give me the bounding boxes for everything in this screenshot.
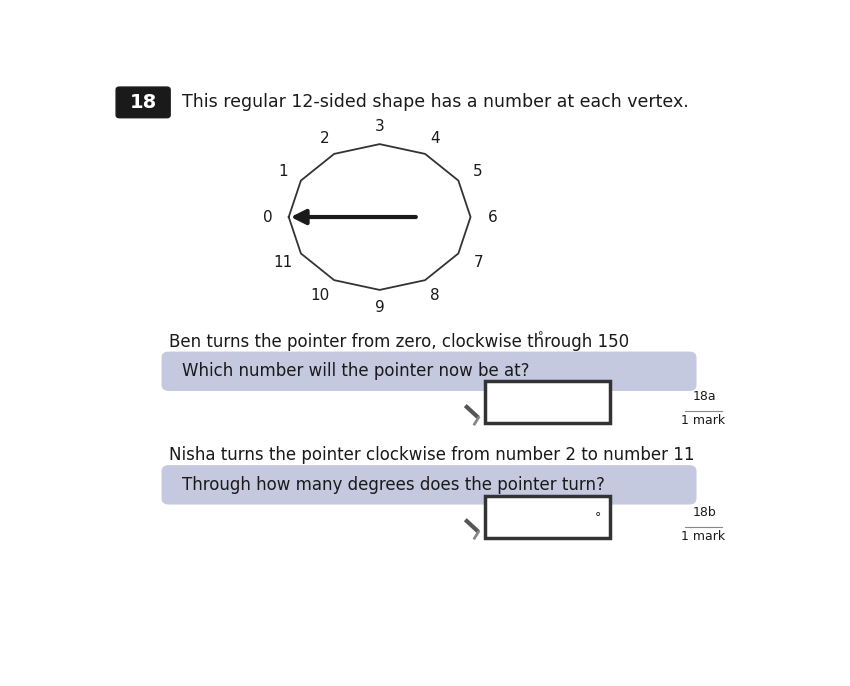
FancyBboxPatch shape bbox=[162, 466, 696, 504]
Text: 7: 7 bbox=[473, 255, 483, 270]
Text: Nisha turns the pointer clockwise from number 2 to number 11: Nisha turns the pointer clockwise from n… bbox=[169, 446, 694, 464]
Text: 0: 0 bbox=[263, 209, 273, 224]
FancyBboxPatch shape bbox=[116, 87, 170, 118]
Text: 9: 9 bbox=[375, 300, 384, 316]
Text: 11: 11 bbox=[274, 255, 292, 270]
Text: 5: 5 bbox=[473, 164, 483, 179]
Text: 4: 4 bbox=[430, 130, 439, 145]
Text: 10: 10 bbox=[310, 289, 329, 303]
Text: 8: 8 bbox=[430, 289, 439, 303]
Text: °: ° bbox=[538, 331, 543, 341]
Text: 2: 2 bbox=[320, 130, 329, 145]
Text: 18: 18 bbox=[129, 93, 156, 112]
Text: 1 mark: 1 mark bbox=[681, 414, 725, 427]
Text: 18a: 18a bbox=[693, 390, 717, 403]
Text: 1 mark: 1 mark bbox=[681, 530, 725, 543]
Text: This regular 12-sided shape has a number at each vertex.: This regular 12-sided shape has a number… bbox=[182, 93, 689, 111]
Text: 1: 1 bbox=[278, 164, 288, 179]
Text: °: ° bbox=[595, 510, 602, 523]
Text: 6: 6 bbox=[488, 209, 498, 224]
Text: 3: 3 bbox=[375, 119, 384, 134]
Bar bbox=[485, 496, 610, 539]
Text: Through how many degrees does the pointer turn?: Through how many degrees does the pointe… bbox=[182, 476, 605, 494]
FancyBboxPatch shape bbox=[162, 352, 696, 390]
Text: Which number will the pointer now be at?: Which number will the pointer now be at? bbox=[182, 362, 530, 380]
Text: Ben turns the pointer from zero, clockwise through 150: Ben turns the pointer from zero, clockwi… bbox=[169, 333, 629, 351]
Bar bbox=[485, 381, 610, 423]
Text: 18b: 18b bbox=[693, 506, 717, 519]
